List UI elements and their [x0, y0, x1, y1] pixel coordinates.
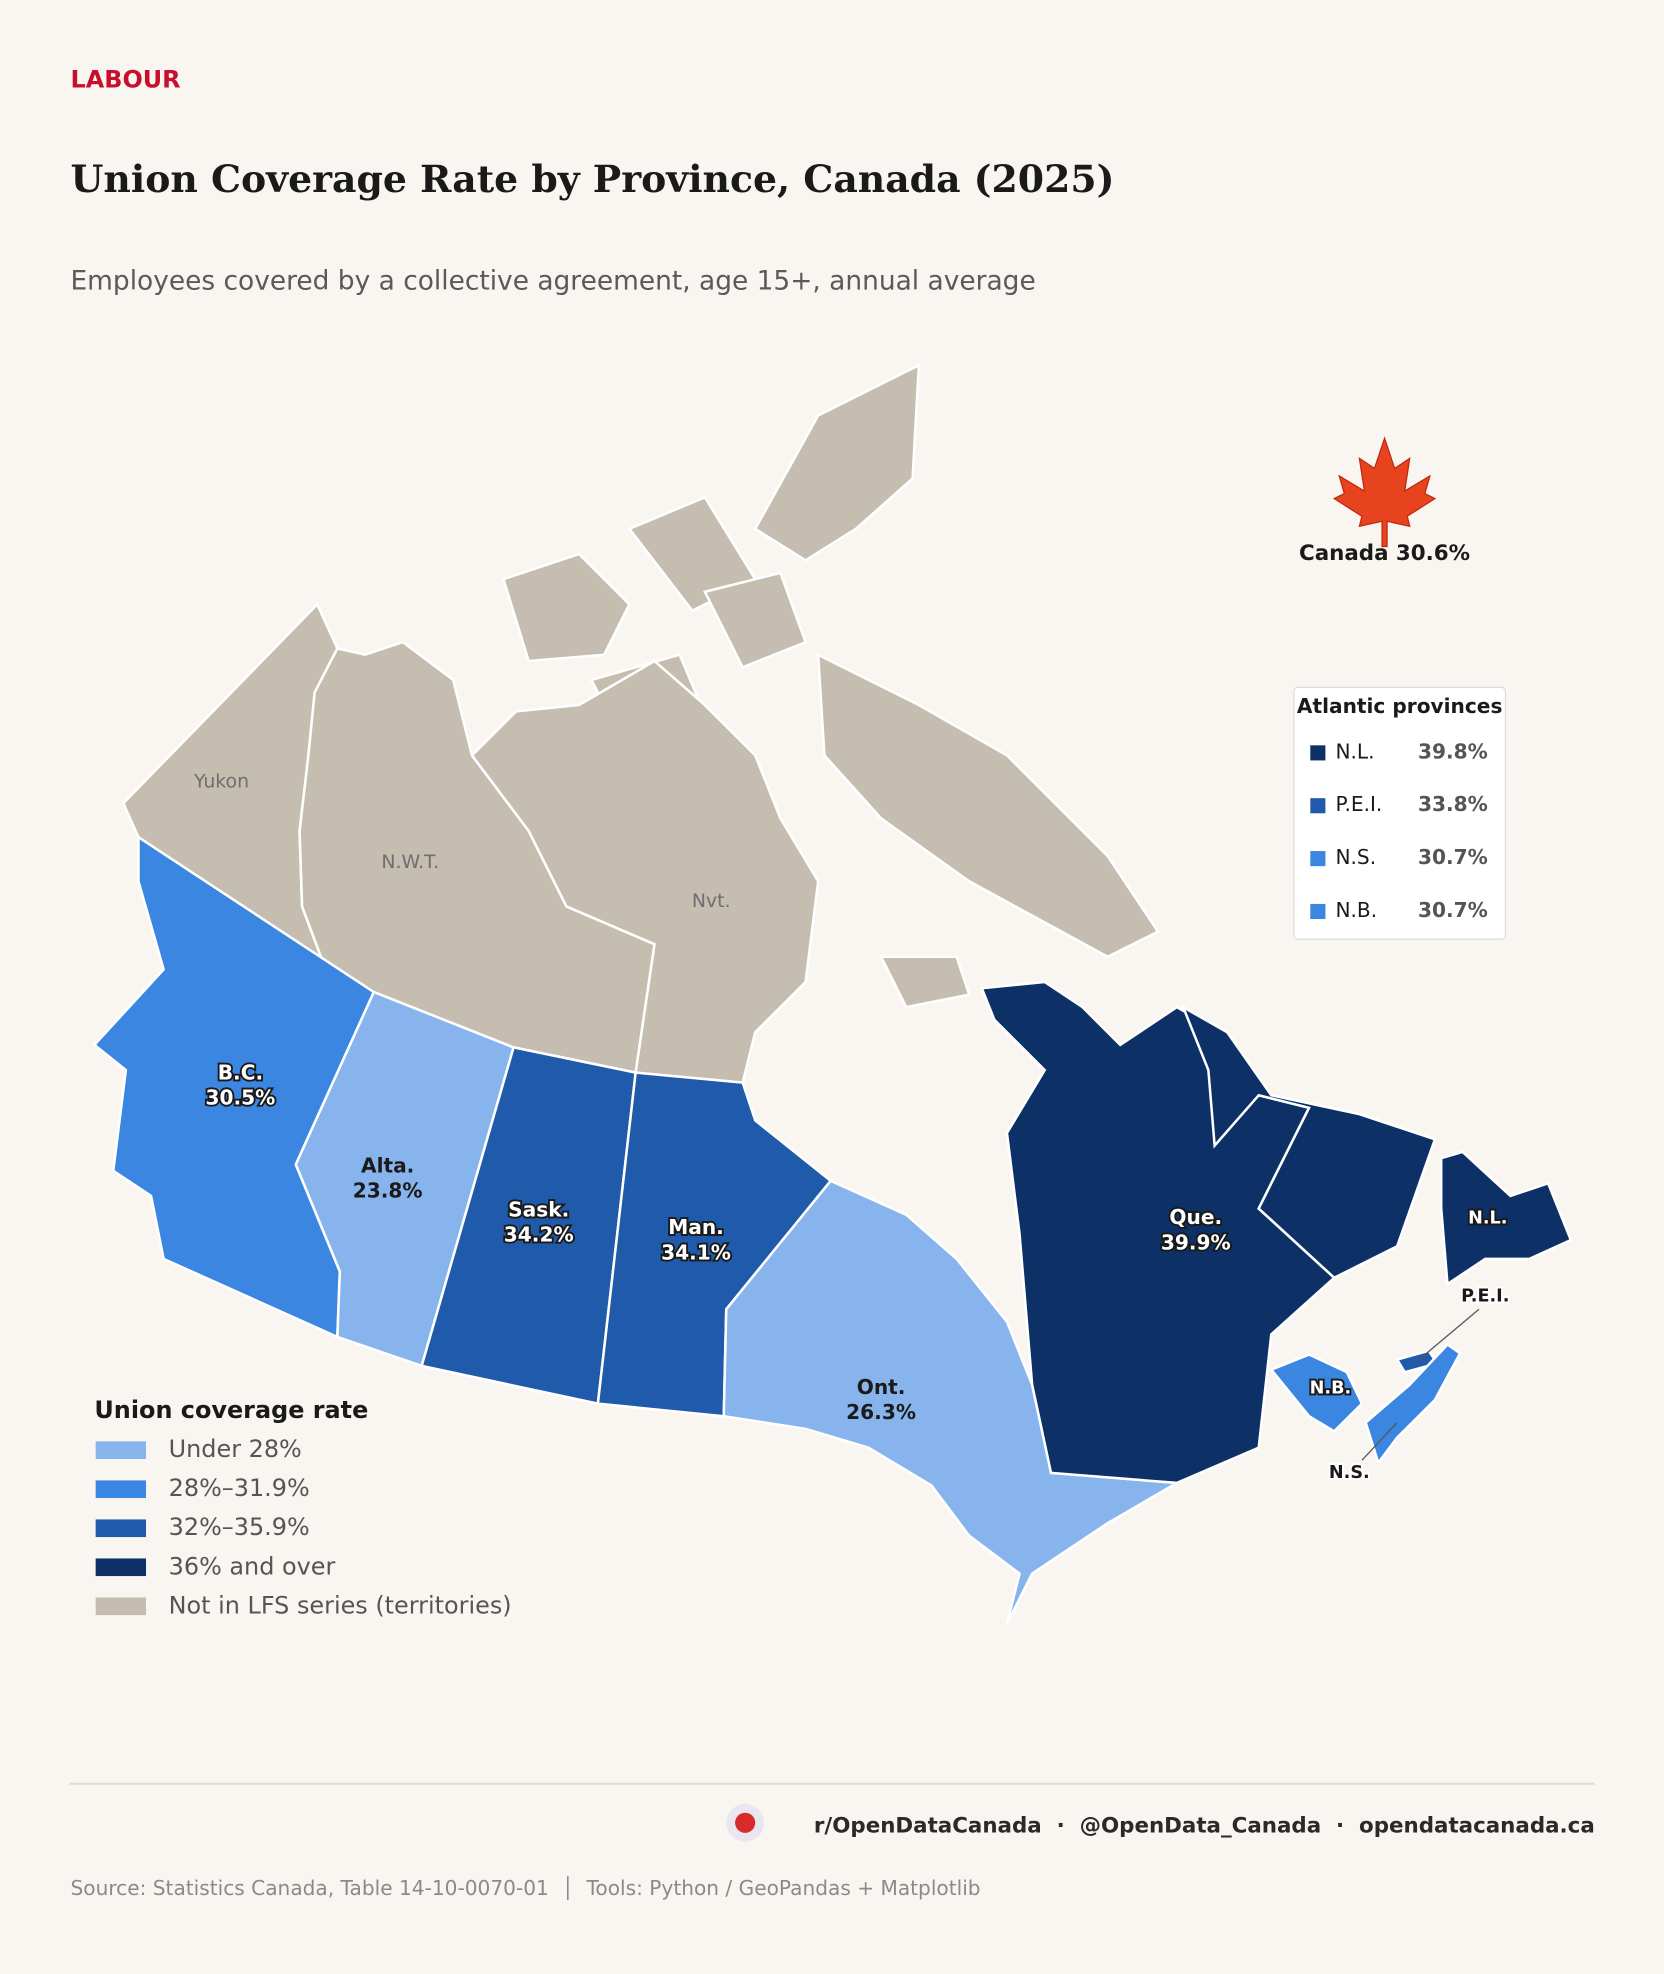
territory-label: N.W.T.: [381, 851, 439, 873]
legend-swatch: [95, 1597, 147, 1616]
national-label: Canada 30.6%: [1299, 541, 1470, 566]
legend-label: 28%–31.9%: [169, 1474, 310, 1502]
leader-line: [1415, 1308, 1480, 1363]
legend-label: Not in LFS series (territories): [169, 1591, 512, 1619]
legend: Under 28% 28%–31.9% 32%–35.9% 36% and over N…: [95, 1435, 512, 1619]
atlantic-value: 39.8%: [1418, 739, 1488, 763]
atlantic-box: [1293, 686, 1507, 940]
atlantic-value: 30.7%: [1418, 898, 1488, 922]
province-value: 34.1%: [661, 1240, 731, 1264]
territory: [470, 659, 820, 1085]
maple-leaf: [1332, 436, 1437, 548]
province-name: Sask.: [508, 1198, 569, 1222]
province: [1439, 1150, 1573, 1287]
province: [1269, 1353, 1364, 1433]
footer-handles: r/OpenDataCanada · @OpenData_Canada · op…: [814, 1814, 1595, 1839]
map: YukonN.W.T.Nvt.B.C.30.5%Alta.23.8%Sask.3…: [92, 363, 1573, 1625]
atlantic-value: 30.7%: [1418, 845, 1488, 869]
atlantic-list: N.L. 39.8% P.E.I. 33.8% N.S. 30.7% N.B. 30.7%: [1310, 739, 1488, 922]
legend-swatch: [95, 1441, 147, 1460]
province-name: Man.: [668, 1215, 724, 1239]
legend-title: Union coverage rate: [94, 1396, 368, 1424]
legend-label: 32%–35.9%: [169, 1513, 310, 1541]
atlantic-name: P.E.I.: [1335, 792, 1382, 816]
atlantic-swatch: [1310, 798, 1326, 814]
atlantic-name: N.S.: [1335, 845, 1376, 869]
arctic-island: [703, 571, 808, 669]
atlantic-name: N.B.: [1335, 898, 1377, 922]
province-value: 23.8%: [353, 1179, 423, 1203]
arctic-island: [816, 652, 1160, 959]
arctic-island: [753, 363, 921, 562]
atlantic-swatch: [1310, 851, 1326, 867]
source: Source: Statistics Canada, Table 14-10-0…: [70, 1876, 980, 1901]
province-name: P.E.I.: [1461, 1287, 1509, 1307]
title: Union Coverage Rate by Province, Canada …: [70, 157, 1114, 201]
atlantic-swatch: [1310, 903, 1326, 920]
province-value: 34.2%: [504, 1223, 574, 1247]
atlantic-title: Atlantic provinces: [1297, 694, 1503, 718]
province: [1180, 1004, 1437, 1280]
province-value: 30.5%: [205, 1086, 275, 1110]
province-name: B.C.: [218, 1060, 263, 1084]
province-name: Alta.: [361, 1153, 414, 1177]
legend-label: Under 28%: [169, 1435, 302, 1463]
subtitle: Employees covered by a collective agreem…: [70, 266, 1035, 297]
atlantic-value: 33.8%: [1418, 792, 1488, 816]
province-name: Ont.: [857, 1375, 906, 1399]
province-name: N.B.: [1310, 1379, 1352, 1399]
arctic-island: [879, 955, 971, 1009]
legend-swatch: [95, 1519, 147, 1538]
kicker: LABOUR: [70, 66, 180, 94]
logo-mark: [735, 1812, 756, 1833]
province-value: 26.3%: [846, 1400, 916, 1424]
arctic-island: [501, 552, 631, 663]
legend-swatch: [95, 1558, 147, 1577]
province-name: N.S.: [1329, 1463, 1370, 1483]
legend-label: 36% and over: [169, 1552, 336, 1580]
territory-label: Yukon: [193, 770, 249, 792]
province: [722, 1179, 1181, 1625]
province-name: N.L.: [1468, 1209, 1507, 1229]
province-value: 39.9%: [1161, 1230, 1231, 1254]
province: [1364, 1342, 1462, 1466]
leader-line: [1361, 1422, 1398, 1461]
legend-swatch: [95, 1480, 147, 1499]
atlantic-name: N.L.: [1335, 739, 1374, 763]
territory-label: Nvt.: [692, 890, 731, 912]
atlantic-swatch: [1310, 745, 1326, 761]
province-name: Que.: [1169, 1205, 1222, 1229]
